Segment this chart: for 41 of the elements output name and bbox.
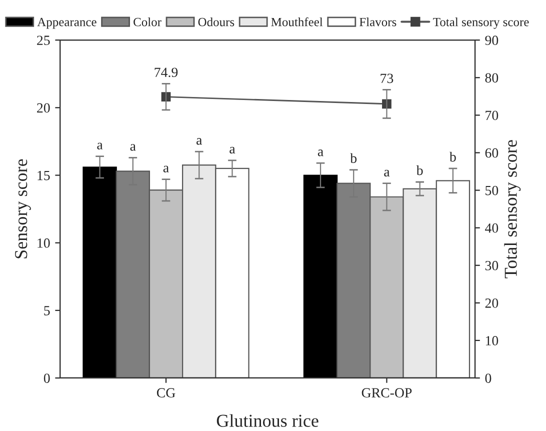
data-label: 73 (380, 74, 394, 84)
y2-tick-label: 40 (485, 223, 498, 233)
y2-tick-label: 50 (486, 186, 498, 196)
y-tick-label: 20 (37, 103, 50, 113)
y2-tick-label: 0 (485, 374, 492, 383)
y2-tick-label: 30 (485, 260, 498, 270)
data-label: a (318, 150, 324, 156)
bar (303, 174, 338, 378)
data-label: a (384, 170, 390, 176)
data-label: a (230, 146, 236, 154)
legend-label: Odours (198, 17, 234, 26)
bar (82, 166, 117, 378)
data-label: b (416, 165, 423, 176)
y-tick-label: 25 (37, 36, 50, 46)
legend-label: Flavors (360, 17, 396, 26)
y2-tick-label: 90 (485, 36, 498, 46)
legend-label: Mouthfeel (271, 17, 323, 26)
x-tick-label: GRC-OP (362, 388, 412, 398)
y2-tick-label: 70 (486, 110, 498, 120)
data-label: a (130, 144, 136, 151)
y2-tick-label: 60 (485, 148, 498, 158)
data-label: b (449, 152, 456, 162)
y-axis-title: Sensory score (15, 159, 31, 258)
y2-tick-label: 10 (486, 336, 498, 346)
y2-tick-label: 20 (485, 298, 498, 308)
data-label: 74.9 (154, 68, 178, 78)
y-tick-label: 5 (44, 306, 50, 316)
y-tick-label: 15 (38, 170, 50, 180)
data-label: a (196, 138, 202, 145)
y-tick-label: 10 (38, 238, 50, 248)
legend-label: Total sensory score (433, 17, 529, 29)
y-tick-label: 0 (44, 374, 50, 383)
y2-axis-title: Total sensory score (504, 140, 521, 278)
x-tick-label: CG (156, 388, 176, 398)
data-label: a (163, 166, 169, 172)
legend-label: Color (134, 17, 162, 26)
y2-tick-label: 80 (485, 73, 498, 83)
data-label: a (97, 142, 103, 150)
data-label: b (350, 153, 357, 163)
x-axis-title: Glutinous rice (216, 414, 318, 427)
legend-label: Appearance (37, 18, 96, 29)
